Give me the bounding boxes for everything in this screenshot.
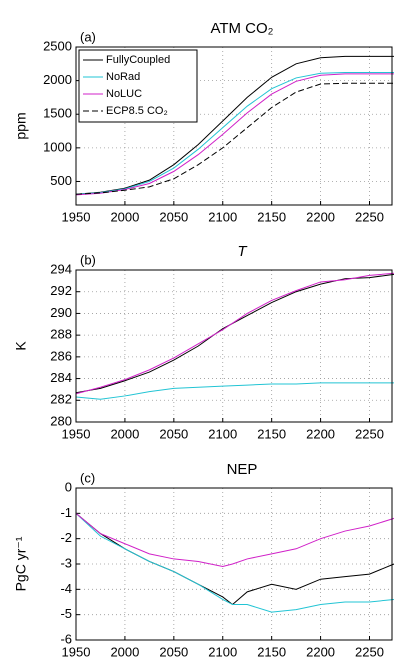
x-tick-label: 2100 bbox=[208, 426, 237, 441]
plot-area bbox=[76, 270, 392, 422]
panel-label: (c) bbox=[80, 470, 95, 485]
chart-title: ATM CO₂ bbox=[210, 20, 273, 37]
x-tick-label: 2050 bbox=[159, 209, 188, 224]
x-tick-label: 2150 bbox=[257, 209, 286, 224]
y-tick-label: -4 bbox=[60, 581, 72, 596]
y-tick-label: 284 bbox=[50, 370, 72, 385]
y-tick-label: 2000 bbox=[43, 72, 72, 87]
y-tick-label: -5 bbox=[60, 606, 72, 621]
y-axis-label: K bbox=[13, 341, 29, 351]
x-tick-label: 2050 bbox=[159, 644, 188, 659]
y-tick-label: 294 bbox=[50, 261, 72, 276]
y-tick-label: -6 bbox=[60, 631, 72, 646]
x-tick-label: 2100 bbox=[208, 644, 237, 659]
y-tick-label: 292 bbox=[50, 283, 72, 298]
plot-frame bbox=[75, 46, 393, 206]
chart-title: NEP bbox=[227, 461, 258, 478]
y-tick-label: 286 bbox=[50, 348, 72, 363]
y-tick-label: 1000 bbox=[43, 139, 72, 154]
y-tick-label: -2 bbox=[60, 530, 72, 545]
y-tick-label: 282 bbox=[50, 392, 72, 407]
x-tick-label: 2250 bbox=[355, 426, 384, 441]
y-tick-label: -1 bbox=[60, 505, 72, 520]
y-tick-label: 0 bbox=[65, 479, 72, 494]
legend-label: NoRad bbox=[106, 71, 140, 83]
x-tick-label: 1950 bbox=[62, 209, 91, 224]
x-tick-label: 1950 bbox=[62, 644, 91, 659]
series-line bbox=[75, 512, 395, 613]
x-tick-label: 2250 bbox=[355, 644, 384, 659]
x-tick-label: 2200 bbox=[306, 644, 335, 659]
y-tick-label: -3 bbox=[60, 555, 72, 570]
chart-title: T bbox=[237, 243, 248, 260]
x-tick-label: 2200 bbox=[306, 209, 335, 224]
x-tick-label: 2150 bbox=[257, 644, 286, 659]
legend-label: FullyCoupled bbox=[106, 54, 170, 66]
panel-label: (b) bbox=[80, 252, 96, 267]
legend-box bbox=[78, 49, 198, 123]
plot-frame bbox=[75, 269, 393, 423]
plot-frame bbox=[75, 487, 393, 641]
y-tick-label: 500 bbox=[50, 173, 72, 188]
legend-label: NoLUC bbox=[106, 88, 142, 100]
series-line bbox=[75, 73, 394, 196]
series-line bbox=[75, 382, 394, 400]
y-tick-label: 280 bbox=[50, 413, 72, 428]
x-tick-label: 2150 bbox=[257, 426, 286, 441]
x-tick-label: 2250 bbox=[355, 209, 384, 224]
series-line bbox=[75, 512, 395, 568]
x-tick-label: 2200 bbox=[306, 426, 335, 441]
x-tick-label: 2000 bbox=[110, 209, 139, 224]
y-tick-label: 2500 bbox=[43, 38, 72, 53]
series-line bbox=[75, 82, 394, 195]
y-axis-label: ppm bbox=[13, 112, 29, 139]
y-tick-label: 1500 bbox=[43, 106, 72, 121]
x-tick-label: 2000 bbox=[110, 426, 139, 441]
panel-label: (a) bbox=[80, 29, 96, 44]
x-tick-label: 2050 bbox=[159, 426, 188, 441]
x-tick-label: 2100 bbox=[208, 209, 237, 224]
series-line bbox=[75, 272, 395, 395]
x-tick-label: 2000 bbox=[110, 644, 139, 659]
series-line bbox=[75, 72, 394, 195]
series-line bbox=[75, 55, 394, 195]
y-axis-label: PgC yr⁻¹ bbox=[13, 536, 29, 591]
y-tick-label: 288 bbox=[50, 327, 72, 342]
y-tick-label: 290 bbox=[50, 305, 72, 320]
legend-label: ECP8.5 CO₂ bbox=[106, 105, 168, 117]
x-tick-label: 1950 bbox=[62, 426, 91, 441]
